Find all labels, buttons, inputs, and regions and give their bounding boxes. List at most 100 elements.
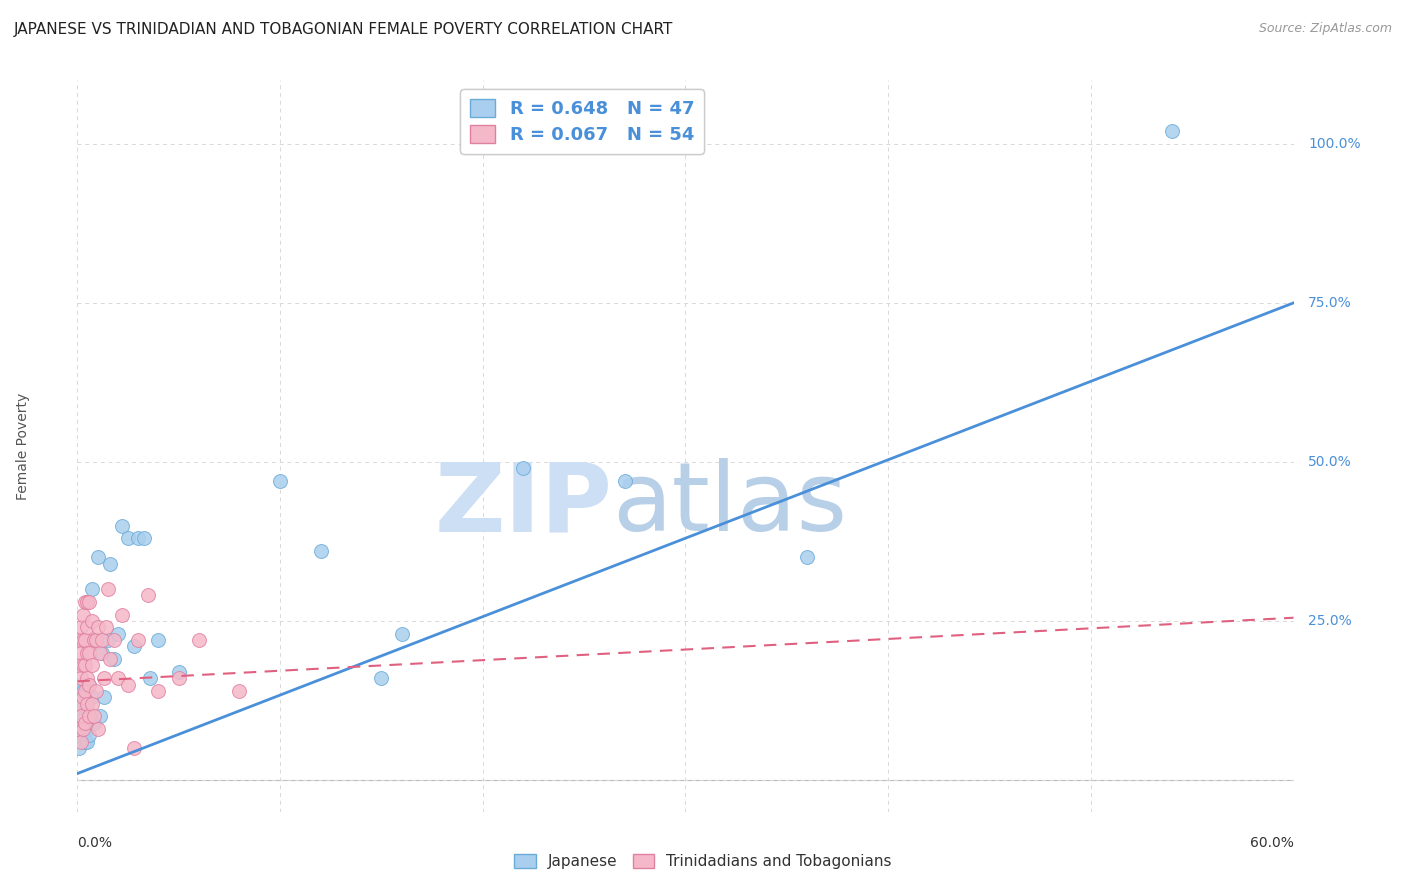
Point bbox=[111, 518, 134, 533]
Point bbox=[93, 671, 115, 685]
Point bbox=[370, 671, 392, 685]
Point bbox=[93, 690, 115, 705]
Point bbox=[127, 632, 149, 647]
Point bbox=[72, 684, 94, 698]
Point bbox=[79, 728, 101, 742]
Point bbox=[75, 632, 97, 647]
Point bbox=[70, 620, 93, 634]
Point bbox=[79, 595, 101, 609]
Point bbox=[72, 715, 94, 730]
Text: atlas: atlas bbox=[613, 458, 848, 551]
Point bbox=[136, 589, 159, 603]
Point bbox=[80, 697, 103, 711]
Point bbox=[90, 646, 112, 660]
Point bbox=[72, 697, 94, 711]
Point bbox=[111, 607, 134, 622]
Text: 0.0%: 0.0% bbox=[77, 836, 112, 850]
Point bbox=[75, 715, 97, 730]
Point bbox=[83, 715, 105, 730]
Point bbox=[79, 709, 101, 723]
Text: 100.0%: 100.0% bbox=[1308, 136, 1361, 151]
Text: Source: ZipAtlas.com: Source: ZipAtlas.com bbox=[1258, 22, 1392, 36]
Point bbox=[613, 474, 636, 488]
Point bbox=[70, 709, 93, 723]
Point bbox=[98, 557, 121, 571]
Point bbox=[76, 646, 98, 660]
Point bbox=[188, 632, 211, 647]
Point bbox=[103, 652, 125, 666]
Point bbox=[167, 665, 190, 679]
Point bbox=[127, 531, 149, 545]
Point bbox=[84, 684, 107, 698]
Point bbox=[75, 735, 97, 749]
Text: 75.0%: 75.0% bbox=[1308, 296, 1351, 310]
Point bbox=[83, 709, 105, 723]
Point bbox=[72, 728, 94, 742]
Point bbox=[86, 620, 108, 634]
Text: JAPANESE VS TRINIDADIAN AND TOBAGONIAN FEMALE POVERTY CORRELATION CHART: JAPANESE VS TRINIDADIAN AND TOBAGONIAN F… bbox=[14, 22, 673, 37]
Point bbox=[70, 722, 93, 736]
Point bbox=[79, 646, 101, 660]
Point bbox=[67, 697, 90, 711]
Point bbox=[94, 620, 117, 634]
Point bbox=[86, 722, 108, 736]
Point bbox=[67, 632, 90, 647]
Point bbox=[97, 632, 120, 647]
Point bbox=[84, 632, 107, 647]
Text: Female Poverty: Female Poverty bbox=[15, 392, 30, 500]
Point bbox=[107, 671, 129, 685]
Point bbox=[75, 709, 97, 723]
Point bbox=[80, 690, 103, 705]
Point bbox=[75, 684, 97, 698]
Point bbox=[72, 607, 94, 622]
Point bbox=[90, 632, 112, 647]
Point bbox=[76, 595, 98, 609]
Point bbox=[97, 582, 120, 596]
Point bbox=[79, 677, 101, 691]
Point bbox=[67, 722, 90, 736]
Point bbox=[148, 684, 170, 698]
Point bbox=[117, 531, 139, 545]
Point bbox=[148, 632, 170, 647]
Point bbox=[75, 595, 97, 609]
Point bbox=[134, 531, 156, 545]
Point bbox=[76, 620, 98, 634]
Point bbox=[67, 741, 90, 756]
Point bbox=[76, 722, 98, 736]
Point bbox=[72, 690, 94, 705]
Point bbox=[269, 474, 291, 488]
Legend: R = 0.648   N = 47, R = 0.067   N = 54: R = 0.648 N = 47, R = 0.067 N = 54 bbox=[460, 89, 704, 154]
Point bbox=[75, 658, 97, 673]
Point bbox=[70, 735, 93, 749]
Point bbox=[86, 550, 108, 565]
Point bbox=[76, 684, 98, 698]
Point bbox=[76, 697, 98, 711]
Text: ZIP: ZIP bbox=[434, 458, 613, 551]
Point bbox=[80, 658, 103, 673]
Point bbox=[117, 677, 139, 691]
Point bbox=[76, 703, 98, 717]
Point bbox=[89, 709, 111, 723]
Point bbox=[391, 626, 413, 640]
Point bbox=[76, 671, 98, 685]
Point bbox=[70, 646, 93, 660]
Point bbox=[67, 722, 90, 736]
Point bbox=[70, 677, 93, 691]
Point bbox=[512, 461, 534, 475]
Point bbox=[80, 582, 103, 596]
Point bbox=[67, 658, 90, 673]
Point bbox=[80, 614, 103, 628]
Point bbox=[107, 626, 129, 640]
Text: 25.0%: 25.0% bbox=[1308, 614, 1351, 628]
Point bbox=[83, 632, 105, 647]
Text: 60.0%: 60.0% bbox=[1250, 836, 1294, 850]
Point bbox=[98, 652, 121, 666]
Point bbox=[72, 722, 94, 736]
Point bbox=[72, 658, 94, 673]
Point bbox=[122, 640, 145, 654]
Text: 50.0%: 50.0% bbox=[1308, 455, 1351, 469]
Point bbox=[1161, 124, 1184, 138]
Legend: Japanese, Trinidadians and Tobagonians: Japanese, Trinidadians and Tobagonians bbox=[508, 847, 898, 875]
Point bbox=[70, 671, 93, 685]
Point bbox=[139, 671, 162, 685]
